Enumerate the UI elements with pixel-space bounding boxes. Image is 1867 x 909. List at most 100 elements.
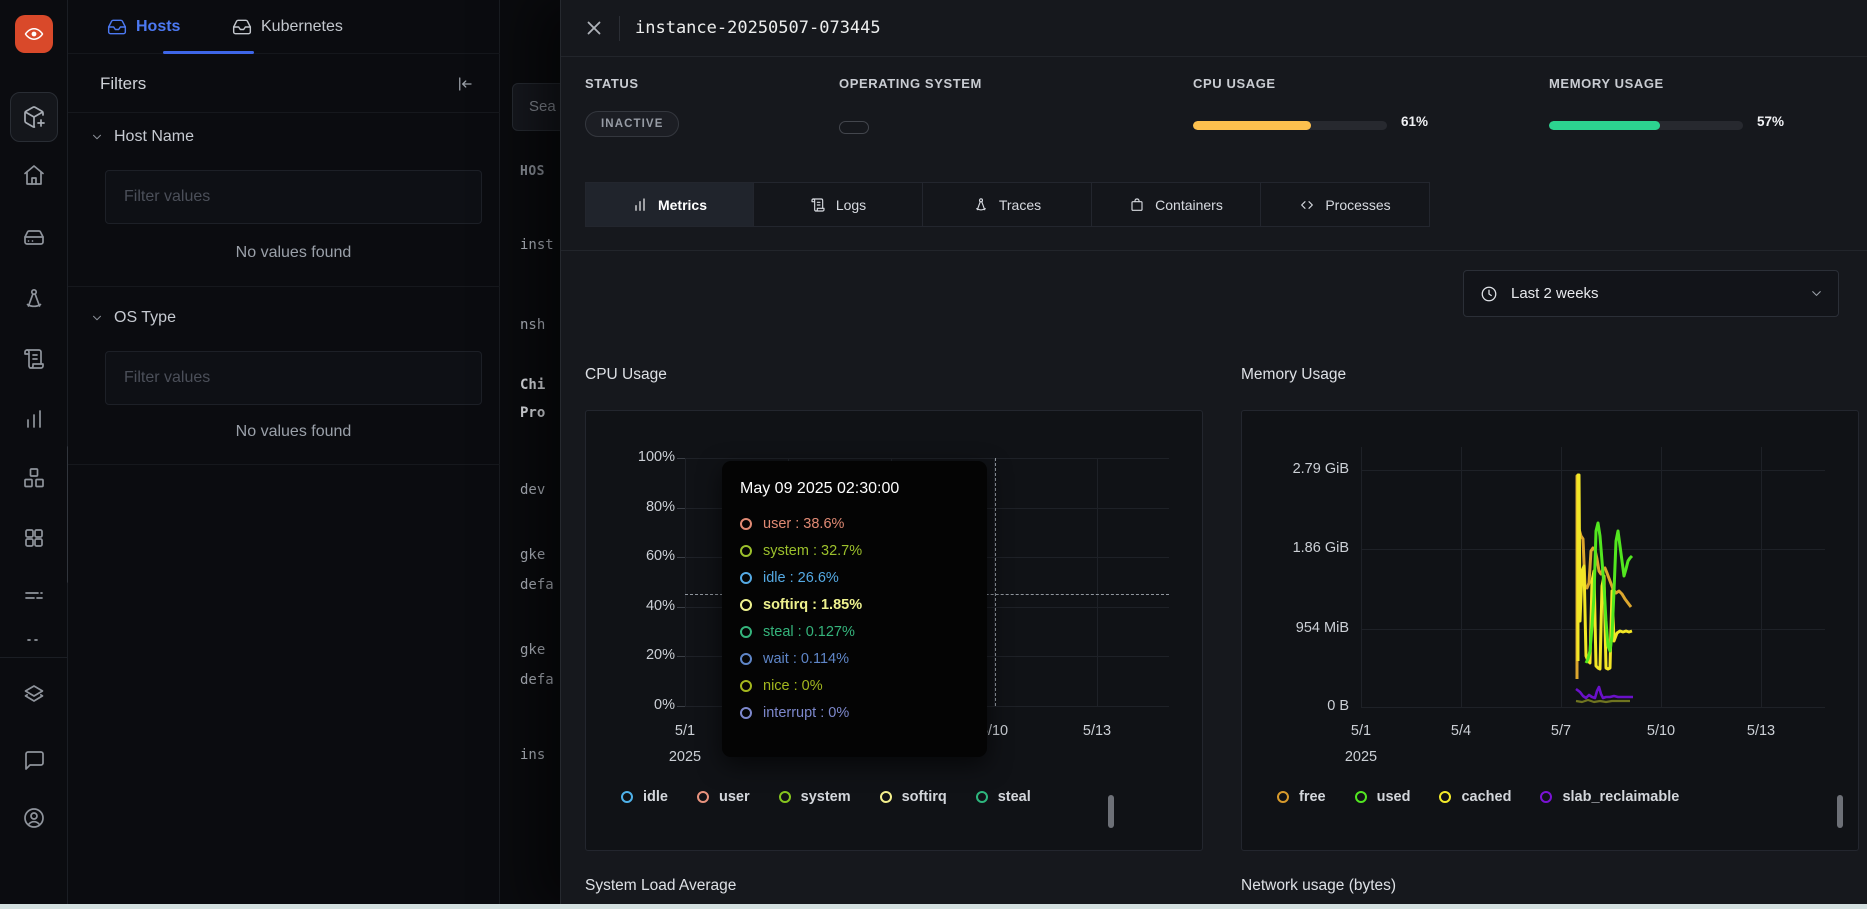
sidebar-item-account[interactable] bbox=[22, 806, 46, 830]
time-range-select[interactable]: Last 2 weeks bbox=[1463, 270, 1839, 317]
message-square-icon bbox=[25, 751, 44, 770]
legend-item-system[interactable]: system bbox=[778, 789, 851, 805]
user-circle-icon bbox=[24, 808, 44, 828]
x-axis-tick: 5/10 bbox=[1646, 723, 1676, 739]
y-axis-tick: 40% bbox=[645, 598, 675, 614]
sidebar-item-alerts[interactable] bbox=[22, 586, 46, 610]
host-name-filter-input[interactable] bbox=[105, 170, 482, 224]
gridline bbox=[1761, 447, 1762, 707]
sidebar-item-more[interactable] bbox=[22, 634, 46, 646]
signoz-logo[interactable] bbox=[15, 15, 53, 53]
gridline bbox=[994, 458, 995, 706]
host-row[interactable]: defa bbox=[520, 577, 554, 593]
inbox-icon bbox=[232, 19, 252, 35]
sidebar-divider bbox=[0, 657, 68, 658]
tab-label: Processes bbox=[1325, 196, 1391, 213]
list-filter-icon bbox=[25, 592, 43, 599]
sidebar-item-dashboards[interactable] bbox=[22, 526, 46, 550]
host-row[interactable]: gke bbox=[520, 642, 546, 658]
sidebar-item-messaging-queues[interactable] bbox=[22, 466, 46, 490]
clock-icon bbox=[1481, 286, 1497, 301]
host-row[interactable]: Chi bbox=[520, 377, 546, 393]
legend-item-cached[interactable]: cached bbox=[1439, 789, 1511, 805]
tick bbox=[677, 557, 685, 558]
x-axis-year: 2025 bbox=[668, 749, 702, 765]
gridline bbox=[1361, 447, 1362, 707]
series-ring-icon bbox=[740, 625, 752, 638]
compass-icon bbox=[975, 197, 986, 210]
cpu-chart-title: CPU Usage bbox=[585, 366, 667, 383]
legend-item-slab-reclaimable[interactable]: slab_reclaimable bbox=[1540, 789, 1679, 805]
gridline bbox=[1097, 458, 1098, 706]
bottom-scrollbar-strip[interactable] bbox=[0, 904, 1867, 909]
series-line-free bbox=[1575, 474, 1633, 679]
filter-section-host-name[interactable]: Host Name bbox=[90, 128, 194, 146]
series-ring-icon bbox=[740, 652, 752, 665]
sidebar-item-get-started[interactable] bbox=[10, 92, 58, 142]
legend-item-idle[interactable]: idle bbox=[621, 789, 668, 805]
legend-scrollbar[interactable] bbox=[1837, 795, 1843, 828]
gridline bbox=[1361, 470, 1825, 471]
sidebar-item-metrics[interactable] bbox=[22, 407, 46, 431]
gridline bbox=[1461, 447, 1462, 707]
memory-usage-label: MEMORY USAGE bbox=[1549, 76, 1664, 91]
series-ring-icon bbox=[740, 598, 752, 611]
filter-section-os-type[interactable]: OS Type bbox=[90, 309, 176, 327]
legend-label: free bbox=[1299, 789, 1326, 805]
memory-series-plot bbox=[1575, 473, 1634, 704]
host-row[interactable]: defa bbox=[520, 672, 554, 688]
filter-section-label: Host Name bbox=[114, 128, 195, 145]
tab-hosts[interactable]: Hosts bbox=[107, 0, 180, 54]
sidebar-item-home[interactable] bbox=[22, 163, 46, 187]
legend-ring-icon bbox=[975, 791, 988, 803]
tab-containers[interactable]: Containers bbox=[1092, 182, 1261, 227]
legend-scrollbar[interactable] bbox=[1108, 795, 1114, 828]
legend-item-free[interactable]: free bbox=[1277, 789, 1326, 805]
filters-header: Filters bbox=[68, 55, 500, 113]
tooltip-row: steal : 0.127% bbox=[740, 618, 969, 645]
tab-kubernetes[interactable]: Kubernetes bbox=[232, 0, 343, 54]
legend-label: system bbox=[800, 789, 851, 805]
collapse-panel-icon[interactable] bbox=[456, 75, 474, 93]
memory-legend: free used cached slab_reclaimable bbox=[1242, 789, 1858, 805]
y-axis-tick: 954 MiB bbox=[1295, 620, 1349, 636]
sidebar-item-integrations[interactable] bbox=[22, 682, 46, 706]
infra-top-tabs: Hosts Kubernetes bbox=[68, 0, 500, 54]
tooltip-row-text: interrupt : 0% bbox=[763, 704, 850, 721]
y-axis-tick: 2.79 GiB bbox=[1292, 461, 1349, 477]
sidebar-item-traces[interactable] bbox=[22, 287, 46, 311]
tab-metrics[interactable]: Metrics bbox=[585, 182, 754, 227]
tab-processes[interactable]: Processes bbox=[1261, 182, 1430, 227]
divider bbox=[561, 250, 1867, 251]
legend-item-user[interactable]: user bbox=[696, 789, 750, 805]
legend-item-softirq[interactable]: softirq bbox=[879, 789, 947, 805]
host-row[interactable]: Pro bbox=[520, 405, 546, 421]
host-row[interactable]: ins bbox=[520, 747, 546, 763]
os-label: OPERATING SYSTEM bbox=[839, 76, 982, 91]
sidebar-item-support[interactable] bbox=[22, 748, 46, 772]
sidebar-item-logs[interactable] bbox=[22, 347, 46, 371]
eye-icon bbox=[24, 28, 44, 40]
legend-ring-icon bbox=[1540, 791, 1553, 803]
chevron-down-icon bbox=[93, 315, 101, 321]
os-type-filter-input[interactable] bbox=[105, 351, 482, 405]
tab-logs[interactable]: Logs bbox=[754, 182, 923, 227]
host-row[interactable]: gke bbox=[520, 547, 546, 563]
close-icon[interactable] bbox=[583, 17, 605, 39]
host-row[interactable]: dev bbox=[520, 482, 546, 498]
compass-icon bbox=[26, 288, 42, 308]
x-axis-tick: 5/7 bbox=[1550, 723, 1572, 739]
legend-item-steal[interactable]: steal bbox=[975, 789, 1031, 805]
tab-traces[interactable]: Traces bbox=[923, 182, 1092, 227]
host-row[interactable]: inst bbox=[520, 237, 554, 253]
y-axis-tick: 1.86 GiB bbox=[1292, 540, 1349, 556]
tab-label: Containers bbox=[1155, 196, 1223, 213]
host-row[interactable]: nsh bbox=[520, 317, 546, 333]
sidebar-item-services[interactable] bbox=[22, 226, 46, 250]
tooltip-row: user : 38.6% bbox=[740, 510, 969, 537]
filter-section-label: OS Type bbox=[114, 309, 176, 326]
legend-item-used[interactable]: used bbox=[1354, 789, 1410, 805]
tooltip-row-text: wait : 0.114% bbox=[763, 650, 849, 667]
header-separator bbox=[619, 16, 620, 41]
